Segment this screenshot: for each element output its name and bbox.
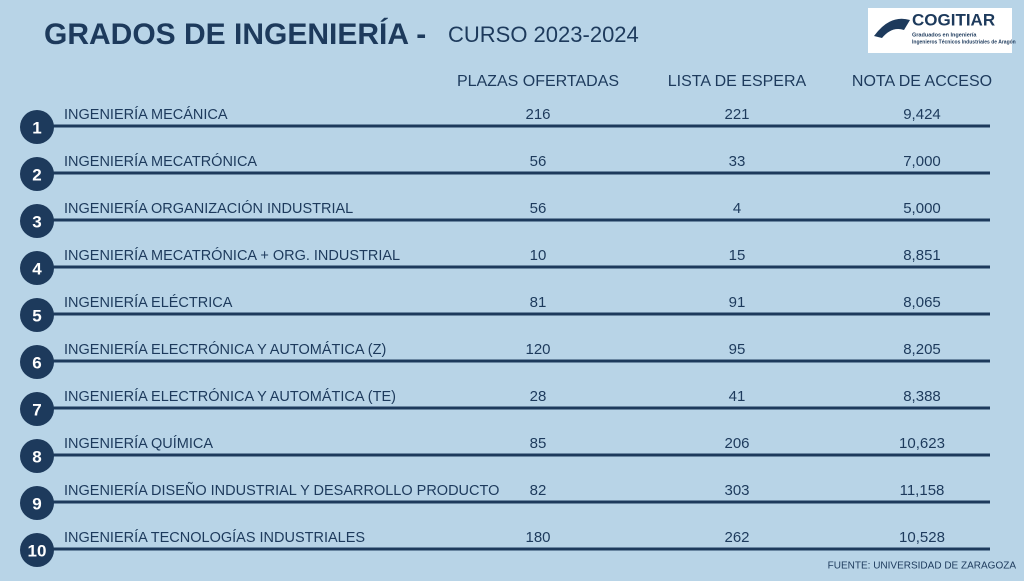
row-badge [20,345,54,379]
column-header: LISTA DE ESPERA [668,73,807,90]
row-name: INGENIERÍA TECNOLOGÍAS INDUSTRIALES [64,529,365,546]
cell: 216 [525,106,550,123]
row-badge [20,251,54,285]
cell: 15 [729,247,746,264]
row-name: INGENIERÍA ORGANIZACIÓN INDUSTRIAL [64,200,353,217]
cell: 120 [525,341,550,358]
logo-box [868,8,1012,53]
row-badge [20,439,54,473]
row-number: 4 [32,259,42,278]
row-badge [20,392,54,426]
cell: 4 [733,200,741,217]
cell: 56 [530,153,547,170]
title: GRADOS DE INGENIERÍA - [44,17,426,51]
row-name: INGENIERÍA ELECTRÓNICA Y AUTOMÁTICA (Z) [64,341,386,358]
row-name: INGENIERÍA ELECTRÓNICA Y AUTOMÁTICA (TE) [64,388,396,405]
logo-line: Ingenieros Técnicos Industriales de Arag… [912,39,1016,45]
cell: 91 [729,294,746,311]
cell: 303 [724,482,749,499]
cell: 85 [530,435,547,452]
row-number: 7 [32,400,41,419]
row-name: INGENIERÍA MECÁNICA [64,106,228,123]
cell: 10 [530,247,547,264]
row-badge [20,533,54,567]
row-name: INGENIERÍA DISEÑO INDUSTRIAL Y DESARROLL… [64,482,499,499]
cell: 8,388 [903,388,941,405]
cell: 262 [724,529,749,546]
cell: 8,205 [903,341,941,358]
row-badge [20,204,54,238]
source: FUENTE: UNIVERSIDAD DE ZARAGOZA [828,561,1017,572]
row-name: INGENIERÍA MECATRÓNICA [64,153,257,170]
cell: 9,424 [903,106,941,123]
row-number: 9 [32,494,41,513]
row-badge [20,486,54,520]
cell: 33 [729,153,746,170]
subtitle: CURSO 2023-2024 [448,22,639,47]
row-number: 1 [32,118,41,137]
row-number: 3 [32,212,41,231]
row-name: INGENIERÍA ELÉCTRICA [64,294,233,311]
logo-line: Graduados en Ingeniería [912,32,977,38]
row-badge [20,157,54,191]
cell: 10,528 [899,529,945,546]
cell: 8,065 [903,294,941,311]
row-name: INGENIERÍA MECATRÓNICA + ORG. INDUSTRIAL [64,247,400,264]
cell: 10,623 [899,435,945,452]
cell: 206 [724,435,749,452]
row-badge [20,298,54,332]
row-number: 10 [28,541,47,560]
row-number: 8 [32,447,41,466]
row-number: 5 [32,306,41,325]
cell: 11,158 [900,482,945,499]
row-number: 2 [32,165,41,184]
row-name: INGENIERÍA QUÍMICA [64,435,213,452]
cell: 5,000 [903,200,941,217]
row-number: 6 [32,353,41,372]
column-header: NOTA DE ACCESO [852,73,992,90]
cell: 28 [530,388,547,405]
cell: 221 [724,106,749,123]
cell: 56 [530,200,547,217]
column-header: PLAZAS OFERTADAS [457,73,619,90]
cell: 82 [530,482,547,499]
logo: COGITIAR Graduados en Ingeniería Ingenie… [868,8,1016,53]
cell: 180 [525,529,550,546]
cell: 7,000 [903,153,941,170]
logo-icon [874,18,910,38]
cell: 81 [530,294,547,311]
row-badge [20,110,54,144]
cell: 95 [729,341,746,358]
logo-name: COGITIAR [912,10,995,29]
cell: 41 [729,388,746,405]
cell: 8,851 [903,247,941,264]
